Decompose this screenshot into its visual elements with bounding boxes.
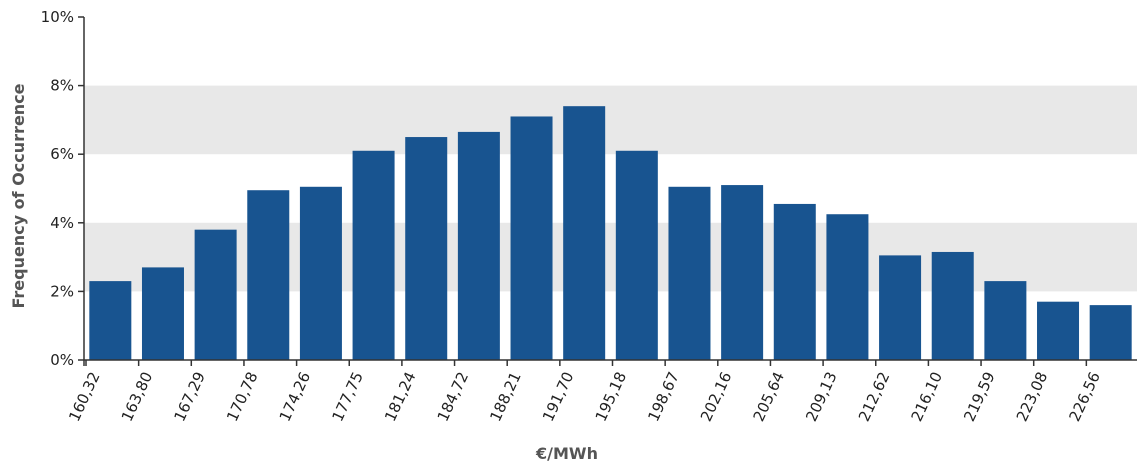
x-tick-label: 205,64: [750, 369, 789, 424]
bar: [247, 190, 290, 360]
x-axis-title: €/MWh: [535, 444, 598, 463]
bar: [984, 281, 1027, 360]
x-tick-label: 209,13: [802, 369, 841, 424]
x-tick-label: 160,32: [65, 369, 104, 424]
grid-band: [84, 222, 1137, 292]
bar: [194, 229, 237, 360]
x-tick-label: 223,08: [1013, 369, 1052, 424]
bar: [615, 150, 658, 360]
x-tick-label: 191,70: [539, 369, 578, 424]
bars: [89, 106, 1132, 361]
y-tick-label: 8%: [50, 77, 74, 95]
y-tick-label: 10%: [41, 8, 74, 26]
bar: [89, 281, 132, 360]
bar: [1089, 305, 1132, 360]
x-tick-label: 212,62: [855, 369, 894, 424]
bar: [773, 203, 816, 360]
y-axis-title: Frequency of Occurrence: [9, 83, 28, 308]
bar: [721, 185, 764, 360]
y-tick-label: 0%: [50, 351, 74, 369]
x-tick-label: 202,16: [697, 369, 736, 424]
x-tick-label: 170,78: [223, 369, 262, 424]
x-tick-label: 216,10: [908, 369, 947, 424]
x-tick-labels: 160,32 163,80 167,29 170,78 174,26 177,75 181,…: [65, 369, 1104, 424]
bar: [510, 116, 553, 360]
bar: [141, 267, 184, 360]
bar: [563, 106, 606, 361]
x-tick-label: 181,24: [381, 369, 420, 424]
y-tick-label: 2%: [50, 282, 74, 300]
x-tick-label: 184,72: [434, 369, 473, 424]
bar: [879, 255, 922, 360]
background-bands: [84, 85, 1137, 292]
bar: [299, 186, 342, 360]
bar: [668, 186, 711, 360]
x-tick-label: 195,18: [592, 369, 631, 424]
x-tick-label: 177,75: [328, 369, 367, 424]
y-tick-label: 4%: [50, 214, 74, 232]
x-tick-label: 198,67: [644, 369, 683, 424]
x-tick-label: 226,56: [1065, 369, 1104, 424]
x-tick-label: 163,80: [118, 369, 157, 424]
bar: [352, 150, 395, 360]
x-tick-label: 167,29: [170, 369, 209, 424]
bar: [826, 214, 869, 360]
bar: [931, 251, 974, 360]
x-tick-label: 174,26: [276, 369, 315, 424]
x-tick-label: 188,21: [486, 369, 525, 424]
bar: [457, 131, 500, 360]
y-tick-label: 6%: [50, 145, 74, 163]
x-tick-label: 219,59: [960, 369, 999, 424]
y-tick-labels: 0% 2% 4% 6% 8% 10%: [41, 8, 74, 369]
bar: [405, 137, 448, 360]
bar: [1037, 301, 1080, 360]
axes: [78, 16, 1137, 366]
grid-band: [84, 85, 1137, 155]
